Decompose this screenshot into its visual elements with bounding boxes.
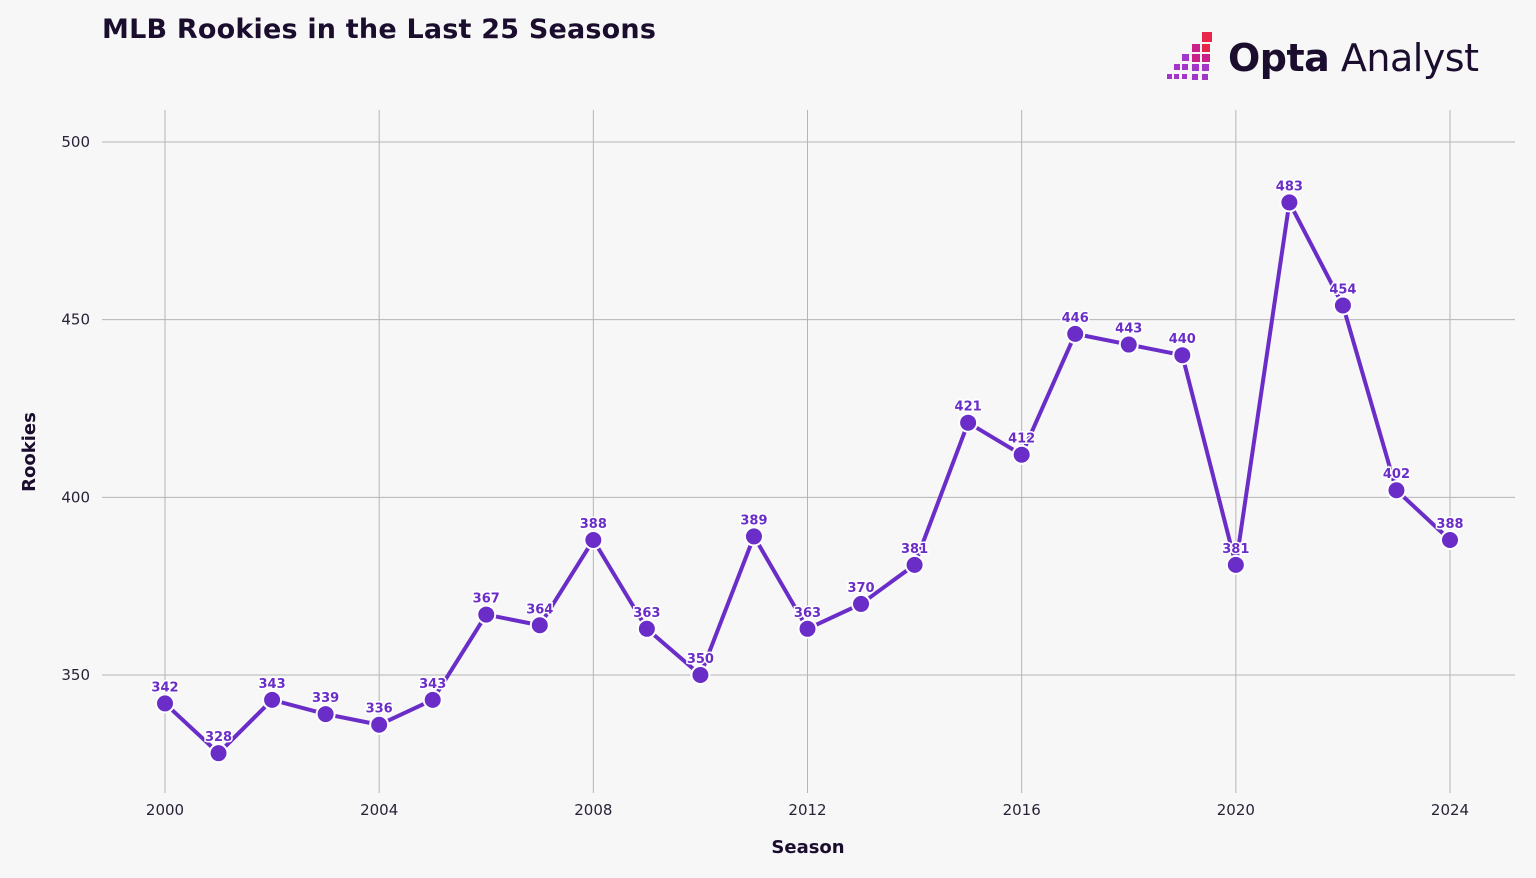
data-point xyxy=(155,693,175,714)
data-label: 336 xyxy=(366,702,393,717)
data-point xyxy=(529,615,550,636)
opta-pixel-logo-icon xyxy=(1167,32,1212,80)
brand-logo: Opta Analyst xyxy=(1166,30,1479,86)
data-point xyxy=(1440,529,1460,550)
data-point xyxy=(904,554,925,575)
data-label: 388 xyxy=(1436,517,1463,532)
axis-ticks: 2000 2004 2008 2012 2016 2020 2024 350 400 450 500 xyxy=(61,133,1469,819)
data-label: 381 xyxy=(901,542,928,557)
data-point xyxy=(1332,295,1353,316)
data-label: 339 xyxy=(312,691,339,706)
data-label: 364 xyxy=(526,602,553,617)
data-label: 454 xyxy=(1329,282,1356,297)
y-tick-label: 350 xyxy=(61,666,90,684)
x-tick-label: 2004 xyxy=(360,801,398,819)
x-tick-label: 2008 xyxy=(574,801,612,819)
x-tick-label: 2016 xyxy=(1003,801,1041,819)
series-rookies xyxy=(155,192,1460,764)
logo-pixel xyxy=(1174,74,1179,79)
x-tick-label: 2020 xyxy=(1217,801,1255,819)
data-label: 412 xyxy=(1008,432,1035,447)
data-point xyxy=(690,665,711,685)
data-point xyxy=(851,593,872,614)
logo-pixel xyxy=(1192,54,1200,62)
data-point xyxy=(476,604,497,625)
data-point xyxy=(422,689,443,710)
data-labels: 342 328 343 339 336 343 367 364 388 363 350 389 363 3… xyxy=(150,178,1465,747)
data-point xyxy=(208,743,229,764)
y-axis-label: Rookies xyxy=(19,412,40,492)
data-label: 363 xyxy=(633,606,660,621)
data-label: 443 xyxy=(1115,322,1142,337)
logo-pixel xyxy=(1182,74,1187,79)
brand-name-light: Analyst xyxy=(1329,36,1479,80)
data-label: 367 xyxy=(473,592,500,607)
logo-pixel xyxy=(1202,54,1210,62)
data-point xyxy=(262,689,283,710)
y-tick-label: 400 xyxy=(61,488,90,506)
logo-pixel xyxy=(1182,54,1189,61)
data-label: 389 xyxy=(740,513,767,528)
brand-name-strong: Opta xyxy=(1228,36,1330,80)
data-label: 342 xyxy=(151,680,178,695)
data-label: 343 xyxy=(259,677,286,692)
logo-pixel xyxy=(1174,64,1180,70)
data-point xyxy=(583,529,604,550)
data-point xyxy=(743,526,764,547)
data-point xyxy=(1011,444,1032,465)
y-tick-label: 450 xyxy=(61,311,90,329)
grid xyxy=(102,110,1515,793)
data-label: 343 xyxy=(419,677,446,692)
x-tick-label: 2000 xyxy=(146,801,184,819)
data-label: 350 xyxy=(687,652,714,667)
data-point xyxy=(315,704,336,725)
data-point xyxy=(1386,480,1407,501)
data-point xyxy=(1118,334,1139,355)
logo-pixel xyxy=(1192,74,1198,80)
data-label: 381 xyxy=(1222,542,1249,557)
logo-pixel xyxy=(1202,74,1208,80)
logo-pixel xyxy=(1182,64,1188,70)
data-label: 440 xyxy=(1169,332,1196,347)
logo-pixel xyxy=(1192,44,1200,52)
data-point xyxy=(958,412,979,433)
data-point xyxy=(369,714,390,735)
data-point xyxy=(1225,554,1246,575)
data-label: 483 xyxy=(1276,179,1303,194)
y-tick-label: 500 xyxy=(61,133,90,151)
chart-title: MLB Rookies in the Last 25 Seasons xyxy=(102,14,657,45)
data-label: 388 xyxy=(580,517,607,532)
data-point xyxy=(1065,323,1086,344)
data-label: 421 xyxy=(955,400,982,415)
data-label: 402 xyxy=(1383,467,1410,482)
logo-pixel xyxy=(1202,64,1209,71)
data-label: 328 xyxy=(205,730,232,745)
x-tick-label: 2024 xyxy=(1431,801,1469,819)
data-point xyxy=(1279,192,1300,213)
brand-wordmark: Opta Analyst xyxy=(1228,36,1479,80)
data-label: 446 xyxy=(1062,311,1089,326)
logo-pixel xyxy=(1202,32,1212,42)
x-axis-label: Season xyxy=(771,837,844,858)
logo-pixel xyxy=(1167,74,1172,79)
x-tick-label: 2012 xyxy=(788,801,826,819)
data-point xyxy=(797,618,818,639)
data-point xyxy=(1172,345,1193,366)
logo-pixel xyxy=(1202,44,1210,52)
data-label: 370 xyxy=(847,581,874,596)
logo-pixel xyxy=(1192,64,1199,71)
data-label: 363 xyxy=(794,606,821,621)
data-point xyxy=(636,618,657,639)
